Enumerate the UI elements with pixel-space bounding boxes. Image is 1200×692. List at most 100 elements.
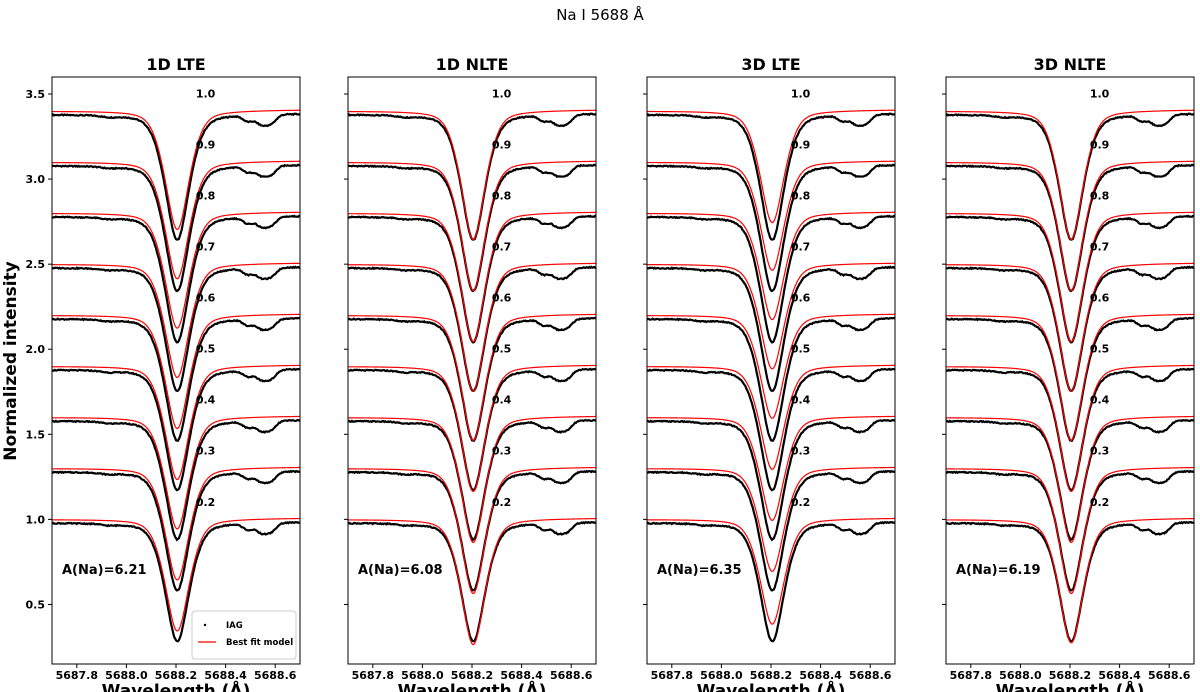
x-tick-label: 5687.8 xyxy=(56,669,98,682)
mu-label: 0.9 xyxy=(791,138,811,151)
mu-label: 0.7 xyxy=(791,241,811,254)
x-tick-label: 5688.6 xyxy=(550,669,593,682)
mu-label: 0.3 xyxy=(1090,445,1110,458)
mu-label: 1.0 xyxy=(791,87,811,100)
series-iag-mu-0.8 xyxy=(647,214,895,344)
mu-label: 0.4 xyxy=(196,394,216,407)
series-model-mu-0.9 xyxy=(348,160,596,292)
panel-curves xyxy=(647,109,895,643)
panel-0: 1D LTE 1.0 0.9 0.8 0.7 0.6 0.5 0.4 0.3 0.2 5687.8 5… xyxy=(26,55,301,692)
legend-iag-marker xyxy=(203,623,207,627)
series-model-mu-0.5 xyxy=(647,364,895,470)
series-model-mu-0.2 xyxy=(348,517,596,646)
y-tick-label: 1.0 xyxy=(26,513,46,526)
series-model-mu-0.3 xyxy=(348,466,596,595)
series-iag-mu-0.2 xyxy=(647,520,895,643)
x-tick-label: 5688.0 xyxy=(700,669,743,682)
panel-2: 3D LTE 1.0 0.9 0.8 0.7 0.6 0.5 0.4 0.3 0.2 5687.8 5… xyxy=(643,55,896,692)
x-tick-label: 5688.6 xyxy=(849,669,892,682)
mu-label: 0.4 xyxy=(1090,394,1110,407)
mu-label: 0.8 xyxy=(791,190,811,203)
mu-label: 0.7 xyxy=(196,241,216,254)
mu-label: 0.2 xyxy=(492,496,512,509)
series-model-mu-0.5 xyxy=(946,364,1194,493)
mu-label: 0.5 xyxy=(196,343,216,356)
series-model-mu-0.3 xyxy=(647,466,895,573)
series-model-mu-0.7 xyxy=(647,262,895,370)
series-iag-mu-0.5 xyxy=(52,367,300,492)
x-axis-label: Wavelength (Å) xyxy=(398,679,547,692)
series-iag-mu-0.6 xyxy=(647,316,895,442)
panel-curves xyxy=(52,109,300,643)
series-model-mu-1.0 xyxy=(52,109,300,231)
mu-label: 0.8 xyxy=(1090,190,1110,203)
abundance-label: A(Na)=6.21 xyxy=(62,563,147,578)
y-axis-label: Normalized intensity xyxy=(1,261,21,460)
mu-label: 0.8 xyxy=(492,190,512,203)
series-iag-mu-0.4 xyxy=(348,418,596,542)
series-iag-mu-0.3 xyxy=(647,469,895,592)
series-model-mu-0.6 xyxy=(946,313,1194,442)
panel-curves xyxy=(946,109,1194,644)
series-iag-mu-0.9 xyxy=(52,163,300,293)
mu-label: 0.3 xyxy=(791,445,811,458)
legend-box xyxy=(191,610,297,660)
x-tick-label: 5687.8 xyxy=(950,669,992,682)
series-model-mu-0.6 xyxy=(52,313,300,430)
x-tick-label: 5688.0 xyxy=(999,669,1042,682)
series-model-mu-0.3 xyxy=(946,466,1194,595)
series-iag-mu-0.5 xyxy=(348,367,596,492)
mu-label: 0.6 xyxy=(1090,292,1110,305)
x-tick-label: 5688.2 xyxy=(451,669,493,682)
series-iag-mu-0.8 xyxy=(52,214,300,344)
series-model-mu-0.6 xyxy=(348,313,596,442)
series-iag-mu-0.9 xyxy=(647,163,895,293)
series-model-mu-0.5 xyxy=(52,364,300,481)
series-iag-mu-0.5 xyxy=(647,367,895,492)
series-model-mu-0.2 xyxy=(946,517,1194,644)
series-model-mu-0.9 xyxy=(52,160,300,280)
mu-label: 0.4 xyxy=(791,394,811,407)
x-tick-label: 5688.2 xyxy=(750,669,792,682)
x-tick-label: 5688.4 xyxy=(500,669,543,682)
series-iag-mu-0.2 xyxy=(52,520,300,643)
y-tick-label: 3.5 xyxy=(26,88,46,101)
x-axis-label: Wavelength (Å) xyxy=(697,679,846,692)
x-tick-label: 5687.8 xyxy=(352,669,394,682)
y-tick-label: 3.0 xyxy=(26,173,46,186)
mu-label: 0.9 xyxy=(1090,138,1110,151)
series-iag-mu-0.4 xyxy=(52,418,300,542)
series-model-mu-0.8 xyxy=(946,211,1194,343)
panel-title: 1D NLTE xyxy=(436,55,509,74)
panel-title: 1D LTE xyxy=(146,55,205,74)
series-iag-mu-0.7 xyxy=(647,265,895,392)
series-model-mu-1.0 xyxy=(647,109,895,224)
mu-label: 0.4 xyxy=(492,394,512,407)
mu-label: 0.6 xyxy=(196,292,216,305)
mu-label: 0.5 xyxy=(791,343,811,356)
mu-label: 0.3 xyxy=(196,445,216,458)
mu-label: 0.7 xyxy=(1090,241,1110,254)
series-model-mu-0.5 xyxy=(348,364,596,493)
series-model-mu-0.4 xyxy=(647,415,895,521)
series-model-mu-0.8 xyxy=(52,211,300,329)
panel-1: 1D NLTE 1.0 0.9 0.8 0.7 0.6 0.5 0.4 0.3 0.2 5687.8… xyxy=(344,55,597,692)
series-model-mu-0.6 xyxy=(647,313,895,419)
series-model-mu-1.0 xyxy=(348,109,596,241)
series-iag-mu-0.7 xyxy=(52,265,300,392)
mu-label: 0.9 xyxy=(492,138,512,151)
series-iag-mu-0.4 xyxy=(647,418,895,542)
mu-label: 0.8 xyxy=(196,190,216,203)
panel-curves xyxy=(348,109,596,646)
mu-label: 1.0 xyxy=(492,87,512,100)
series-model-mu-0.2 xyxy=(647,517,895,625)
abundance-label: A(Na)=6.08 xyxy=(358,563,443,578)
series-iag-mu-0.2 xyxy=(946,520,1194,643)
mu-label: 1.0 xyxy=(1090,87,1110,100)
panels: 1D LTE 1.0 0.9 0.8 0.7 0.6 0.5 0.4 0.3 0.2 5687.8 5… xyxy=(26,55,1195,692)
x-tick-label: 5688.0 xyxy=(401,669,444,682)
series-model-mu-0.7 xyxy=(946,262,1194,392)
series-model-mu-0.8 xyxy=(647,211,895,321)
series-iag-mu-0.6 xyxy=(52,316,300,442)
